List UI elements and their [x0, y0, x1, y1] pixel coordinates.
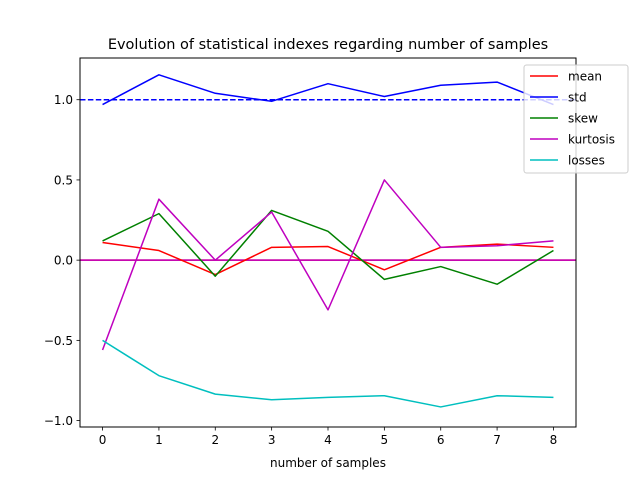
x-tick-label: 8 [550, 433, 558, 447]
legend-label-std: std [568, 91, 587, 105]
x-tick-label: 1 [155, 433, 163, 447]
y-tick-label: −1.0 [44, 414, 73, 428]
series-line-mean [102, 241, 554, 276]
series-line-losses [102, 339, 554, 408]
y-tick-label: −0.5 [44, 334, 73, 348]
x-tick-label: 3 [268, 433, 276, 447]
y-axis: 1.0 0.5 0.0 −0.5 −1.0 [44, 93, 80, 428]
legend: mean std skew kurtosis losses [523, 64, 629, 174]
legend-label-mean: mean [568, 70, 602, 84]
y-tick-label: 0.0 [54, 254, 73, 268]
series-line-skew [102, 209, 554, 285]
series-line-kurtosis [101, 179, 554, 351]
legend-box [523, 64, 629, 174]
x-tick-label: 4 [324, 433, 332, 447]
x-tick-label: 6 [437, 433, 445, 447]
legend-label-losses: losses [568, 154, 605, 168]
x-tick-label: 5 [381, 433, 389, 447]
legend-label-kurtosis: kurtosis [568, 133, 615, 147]
series-lines [101, 74, 554, 408]
legend-label-skew: skew [568, 112, 598, 126]
x-tick-label: 0 [99, 433, 107, 447]
plot-frame [79, 57, 577, 428]
x-tick-label: 7 [493, 433, 501, 447]
reference-lines [80, 98, 576, 261]
y-tick-label: 1.0 [54, 93, 73, 107]
series-line-std [102, 74, 554, 106]
chart-title: Evolution of statistical indexes regardi… [108, 37, 548, 53]
x-axis: 0 1 2 3 4 5 6 7 8 [99, 427, 558, 447]
x-tick-label: 2 [211, 433, 219, 447]
x-axis-title: number of samples [270, 456, 386, 470]
y-tick-label: 0.5 [54, 173, 73, 187]
